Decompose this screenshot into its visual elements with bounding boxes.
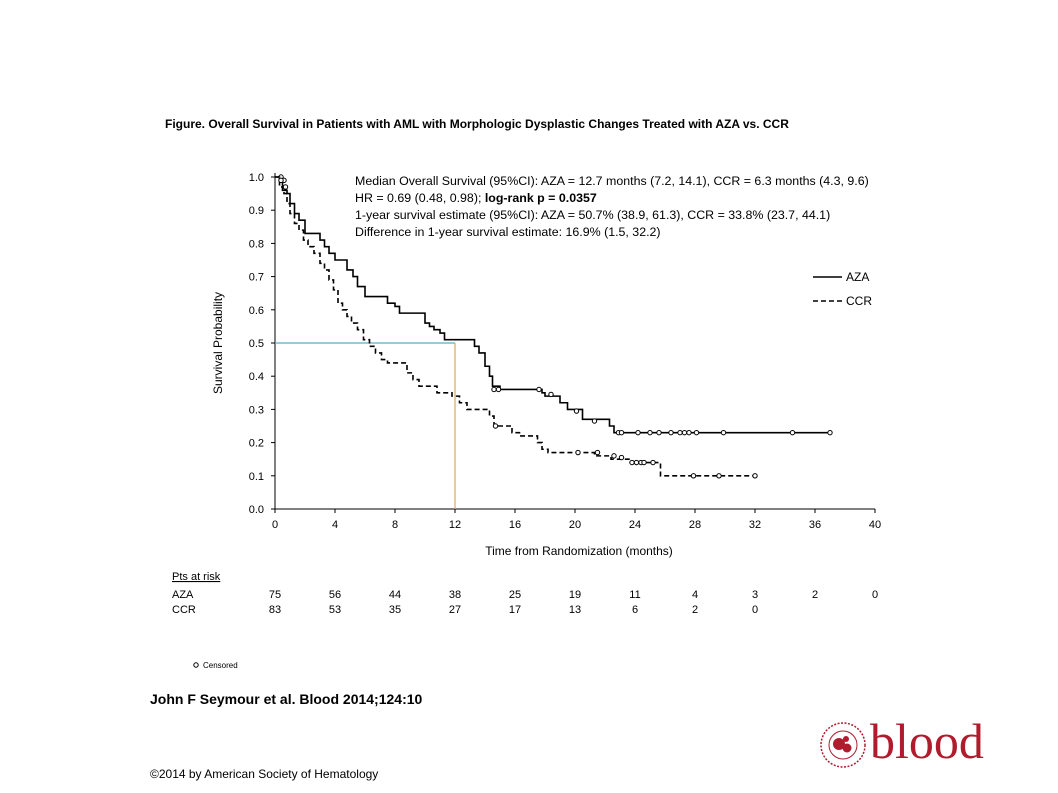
censor-mark-ccr bbox=[618, 454, 625, 461]
risk-table-cell: 17 bbox=[509, 604, 521, 616]
risk-table-cell: 38 bbox=[449, 589, 461, 601]
x-tick-label: 12 bbox=[449, 519, 461, 531]
x-tick-label: 20 bbox=[569, 519, 581, 531]
x-tick-label: 0 bbox=[272, 519, 278, 531]
y-tick-label: 0.1 bbox=[249, 471, 264, 483]
risk-table-cell: 0 bbox=[872, 589, 878, 601]
censored-key-symbol bbox=[193, 662, 199, 668]
x-tick-label: 16 bbox=[509, 519, 521, 531]
censor-mark-aza bbox=[668, 429, 674, 436]
risk-table-cell: 75 bbox=[269, 589, 281, 601]
censor-mark-aza bbox=[656, 429, 662, 436]
y-tick-label: 0.6 bbox=[249, 305, 264, 317]
log-rank-p-value: log-rank p = 0.0357 bbox=[484, 191, 597, 205]
censor-mark-aza bbox=[536, 386, 542, 393]
copyright-notice: ©2014 by American Society of Hematology bbox=[150, 767, 379, 781]
x-tick-label: 28 bbox=[689, 519, 701, 531]
risk-table-cell: 53 bbox=[329, 604, 341, 616]
logo-wordmark: blood bbox=[870, 713, 984, 769]
stat-line-hazard-ratio: HR = 0.69 (0.48, 0.98); log-rank p = 0.0… bbox=[355, 191, 597, 205]
risk-table-title: Pts at risk bbox=[172, 571, 221, 583]
censor-mark-ccr bbox=[282, 184, 289, 190]
censor-mark-ccr bbox=[641, 459, 647, 466]
survival-curve-ccr bbox=[275, 176, 755, 477]
y-axis-label: Survival Probability bbox=[211, 292, 225, 394]
censor-mark-ccr bbox=[611, 453, 617, 459]
risk-table-cell: 2 bbox=[692, 604, 698, 616]
legend-label-aza: AZA bbox=[846, 270, 869, 284]
figure-title: Figure. Overall Survival in Patients wit… bbox=[165, 117, 789, 131]
risk-table-cell: 13 bbox=[569, 604, 581, 616]
risk-table-cell: 2 bbox=[812, 589, 818, 601]
ash-seal-icon bbox=[820, 722, 866, 768]
censor-mark-aza bbox=[693, 429, 700, 436]
censor-mark-aza bbox=[720, 429, 727, 436]
censor-mark-ccr bbox=[278, 177, 284, 184]
censor-mark-ccr bbox=[752, 473, 758, 479]
risk-table-row-label: AZA bbox=[172, 589, 194, 601]
censor-mark-aza bbox=[618, 429, 625, 436]
x-tick-label: 40 bbox=[869, 519, 881, 531]
y-tick-label: 0.7 bbox=[249, 272, 264, 284]
censor-mark-ccr bbox=[633, 459, 640, 466]
citation: John F Seymour et al. Blood 2014;124:10 bbox=[150, 691, 423, 707]
stat-line-one-year: 1-year survival estimate (95%CI): AZA = … bbox=[355, 208, 831, 222]
risk-table-cell: 35 bbox=[389, 604, 401, 616]
y-tick-label: 0.0 bbox=[249, 504, 264, 516]
risk-table-cell: 11 bbox=[629, 589, 640, 601]
censor-mark-aza bbox=[491, 386, 497, 393]
censor-mark-aza bbox=[827, 429, 833, 436]
censor-mark-ccr bbox=[716, 473, 722, 479]
censor-mark-ccr bbox=[650, 459, 656, 466]
stat-line-difference: Difference in 1-year survival estimate: … bbox=[355, 225, 661, 239]
y-tick-label: 0.2 bbox=[249, 438, 264, 450]
censor-mark-aza bbox=[647, 429, 653, 436]
censor-mark-aza bbox=[677, 429, 683, 436]
y-tick-label: 0.3 bbox=[249, 404, 264, 416]
risk-table-cell: 25 bbox=[509, 589, 521, 601]
censored-key-label: Censored bbox=[203, 661, 238, 670]
x-axis-label: Time from Randomization (months) bbox=[485, 544, 673, 558]
stat-line-median: Median Overall Survival (95%CI): AZA = 1… bbox=[355, 174, 869, 188]
censor-mark-ccr bbox=[629, 459, 635, 466]
risk-table-row-label: CCR bbox=[172, 604, 196, 616]
censor-mark-ccr bbox=[690, 473, 697, 479]
risk-table-cell: 19 bbox=[569, 589, 581, 601]
risk-table-cell: 0 bbox=[752, 604, 758, 616]
statistics-annotation: Median Overall Survival (95%CI): AZA = 1… bbox=[355, 173, 869, 241]
x-tick-label: 36 bbox=[809, 519, 821, 531]
censor-mark-aza bbox=[548, 391, 554, 398]
censor-mark-aza bbox=[681, 429, 688, 436]
x-tick-label: 4 bbox=[332, 519, 338, 531]
risk-table-cell: 27 bbox=[449, 604, 461, 616]
censor-mark-aza bbox=[573, 408, 580, 414]
x-tick-label: 32 bbox=[749, 519, 761, 531]
y-tick-label: 0.5 bbox=[249, 338, 264, 350]
y-tick-label: 0.4 bbox=[249, 371, 264, 383]
risk-table-cell: 56 bbox=[329, 589, 341, 601]
risk-table-cell: 6 bbox=[632, 604, 638, 616]
x-tick-label: 8 bbox=[392, 519, 398, 531]
censor-mark-ccr bbox=[575, 449, 581, 456]
risk-table-cell: 3 bbox=[752, 589, 758, 601]
censor-mark-aza bbox=[591, 418, 598, 424]
censor-mark-aza bbox=[635, 429, 641, 436]
censor-mark-ccr bbox=[492, 423, 499, 429]
censor-mark-aza bbox=[686, 429, 692, 436]
blood-journal-logo: blood bbox=[818, 713, 998, 772]
y-tick-label: 0.8 bbox=[249, 238, 264, 250]
censor-mark-ccr bbox=[594, 449, 601, 456]
y-tick-label: 1.0 bbox=[249, 172, 264, 184]
legend-label-ccr: CCR bbox=[846, 294, 872, 308]
x-tick-label: 24 bbox=[629, 519, 641, 531]
risk-table-cell: 4 bbox=[692, 589, 698, 601]
risk-table-cell: 83 bbox=[269, 604, 281, 616]
censor-mark-aza bbox=[789, 429, 796, 436]
y-tick-label: 0.9 bbox=[249, 205, 264, 217]
risk-table-cell: 44 bbox=[389, 589, 401, 601]
censor-mark-aza bbox=[495, 386, 502, 393]
